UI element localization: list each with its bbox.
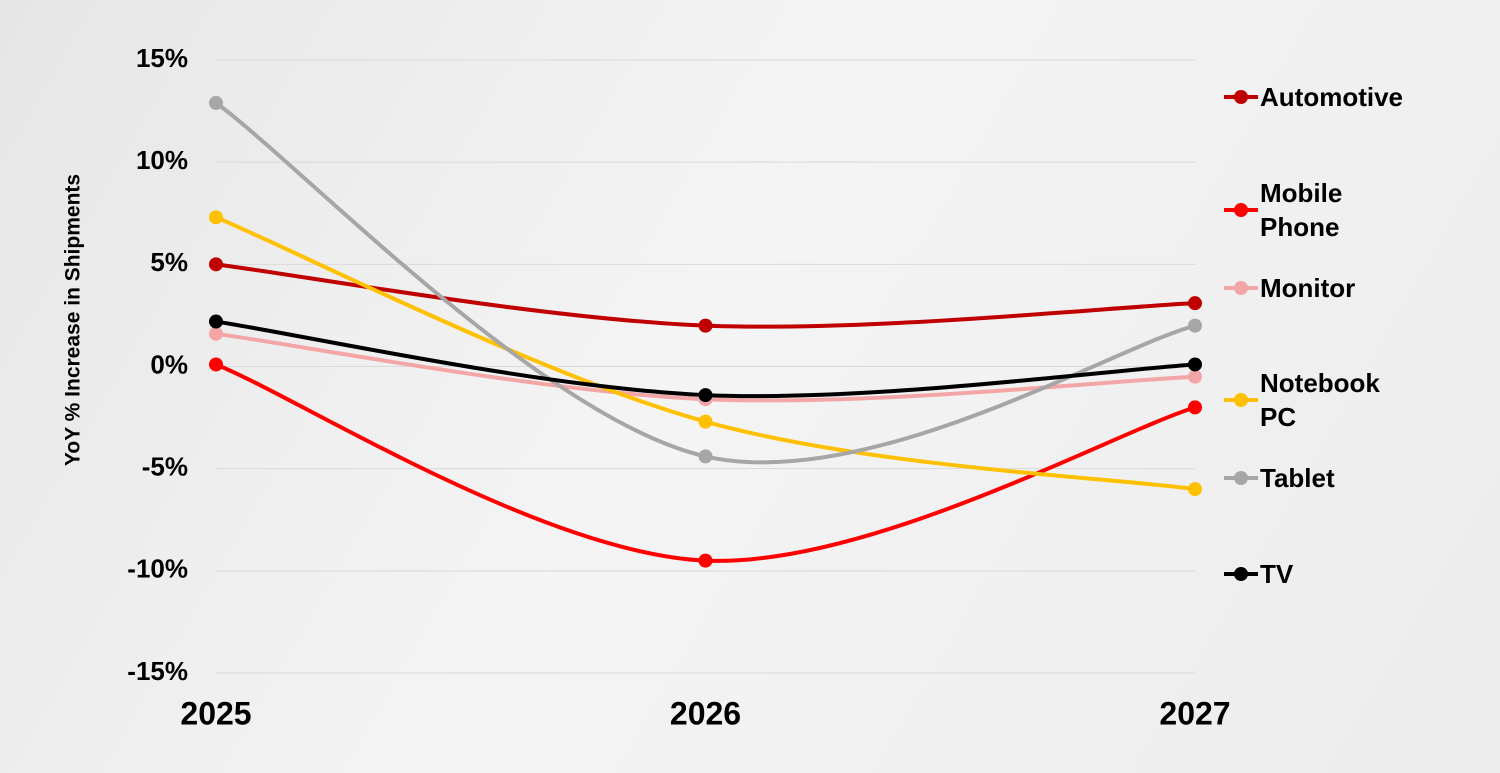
data-point <box>1188 296 1202 311</box>
legend-swatch <box>1224 281 1258 295</box>
legend-marker <box>1234 90 1248 104</box>
legend-marker <box>1234 567 1248 581</box>
y-tick-label: -5% <box>142 452 188 482</box>
data-point <box>1188 369 1202 384</box>
legend-swatch <box>1224 90 1258 104</box>
data-point <box>209 95 223 110</box>
y-tick-label: -15% <box>127 656 188 686</box>
legend-swatch <box>1224 567 1258 581</box>
x-tick-label: 2026 <box>670 695 741 731</box>
legend-marker <box>1234 281 1248 295</box>
y-tick-label: 5% <box>150 247 188 277</box>
legend-swatch <box>1224 203 1258 217</box>
legend-label: Automotive <box>1260 82 1403 112</box>
x-tick-label: 2027 <box>1159 695 1230 731</box>
legend-item: Notebook PC <box>1224 366 1410 434</box>
series-line <box>215 262 1196 329</box>
x-tick-label: 2025 <box>180 695 251 731</box>
legend-label: Tablet <box>1260 463 1335 493</box>
legend-item: Monitor <box>1224 271 1410 305</box>
data-point <box>209 326 223 341</box>
legend-swatch <box>1224 393 1258 407</box>
legend-marker <box>1234 471 1248 485</box>
legend-item: Automotive <box>1224 80 1410 114</box>
data-point <box>209 314 223 329</box>
y-tick-label: 0% <box>150 349 188 379</box>
legend-swatch <box>1224 471 1258 485</box>
data-point <box>698 388 713 403</box>
legend-label: Mobile Phone <box>1260 178 1343 242</box>
legend-label: TV <box>1260 559 1294 589</box>
data-point <box>1188 318 1202 333</box>
data-point <box>698 414 713 429</box>
legend-label: Monitor <box>1260 273 1356 303</box>
y-tick-label: -10% <box>127 554 188 584</box>
series-line <box>215 215 1196 492</box>
legend-item: TV <box>1224 557 1410 591</box>
data-point <box>209 210 223 225</box>
legend-label: Notebook PC <box>1260 368 1380 432</box>
y-axis-label: YoY % Increase in Shipments <box>62 174 85 466</box>
data-point <box>209 357 223 372</box>
y-tick-label: 10% <box>136 145 188 175</box>
data-point <box>1188 482 1202 497</box>
grid <box>216 59 1195 674</box>
legend-item: Tablet <box>1224 461 1410 495</box>
legend-marker <box>1234 393 1248 407</box>
data-point <box>698 449 713 464</box>
data-point <box>698 553 713 568</box>
data-point <box>698 318 713 333</box>
legend-item: Mobile Phone <box>1224 176 1410 244</box>
data-point <box>209 257 223 272</box>
legend-marker <box>1234 203 1248 217</box>
data-point <box>1188 357 1202 372</box>
y-tick-label: 15% <box>136 43 188 73</box>
data-point <box>1188 400 1202 415</box>
